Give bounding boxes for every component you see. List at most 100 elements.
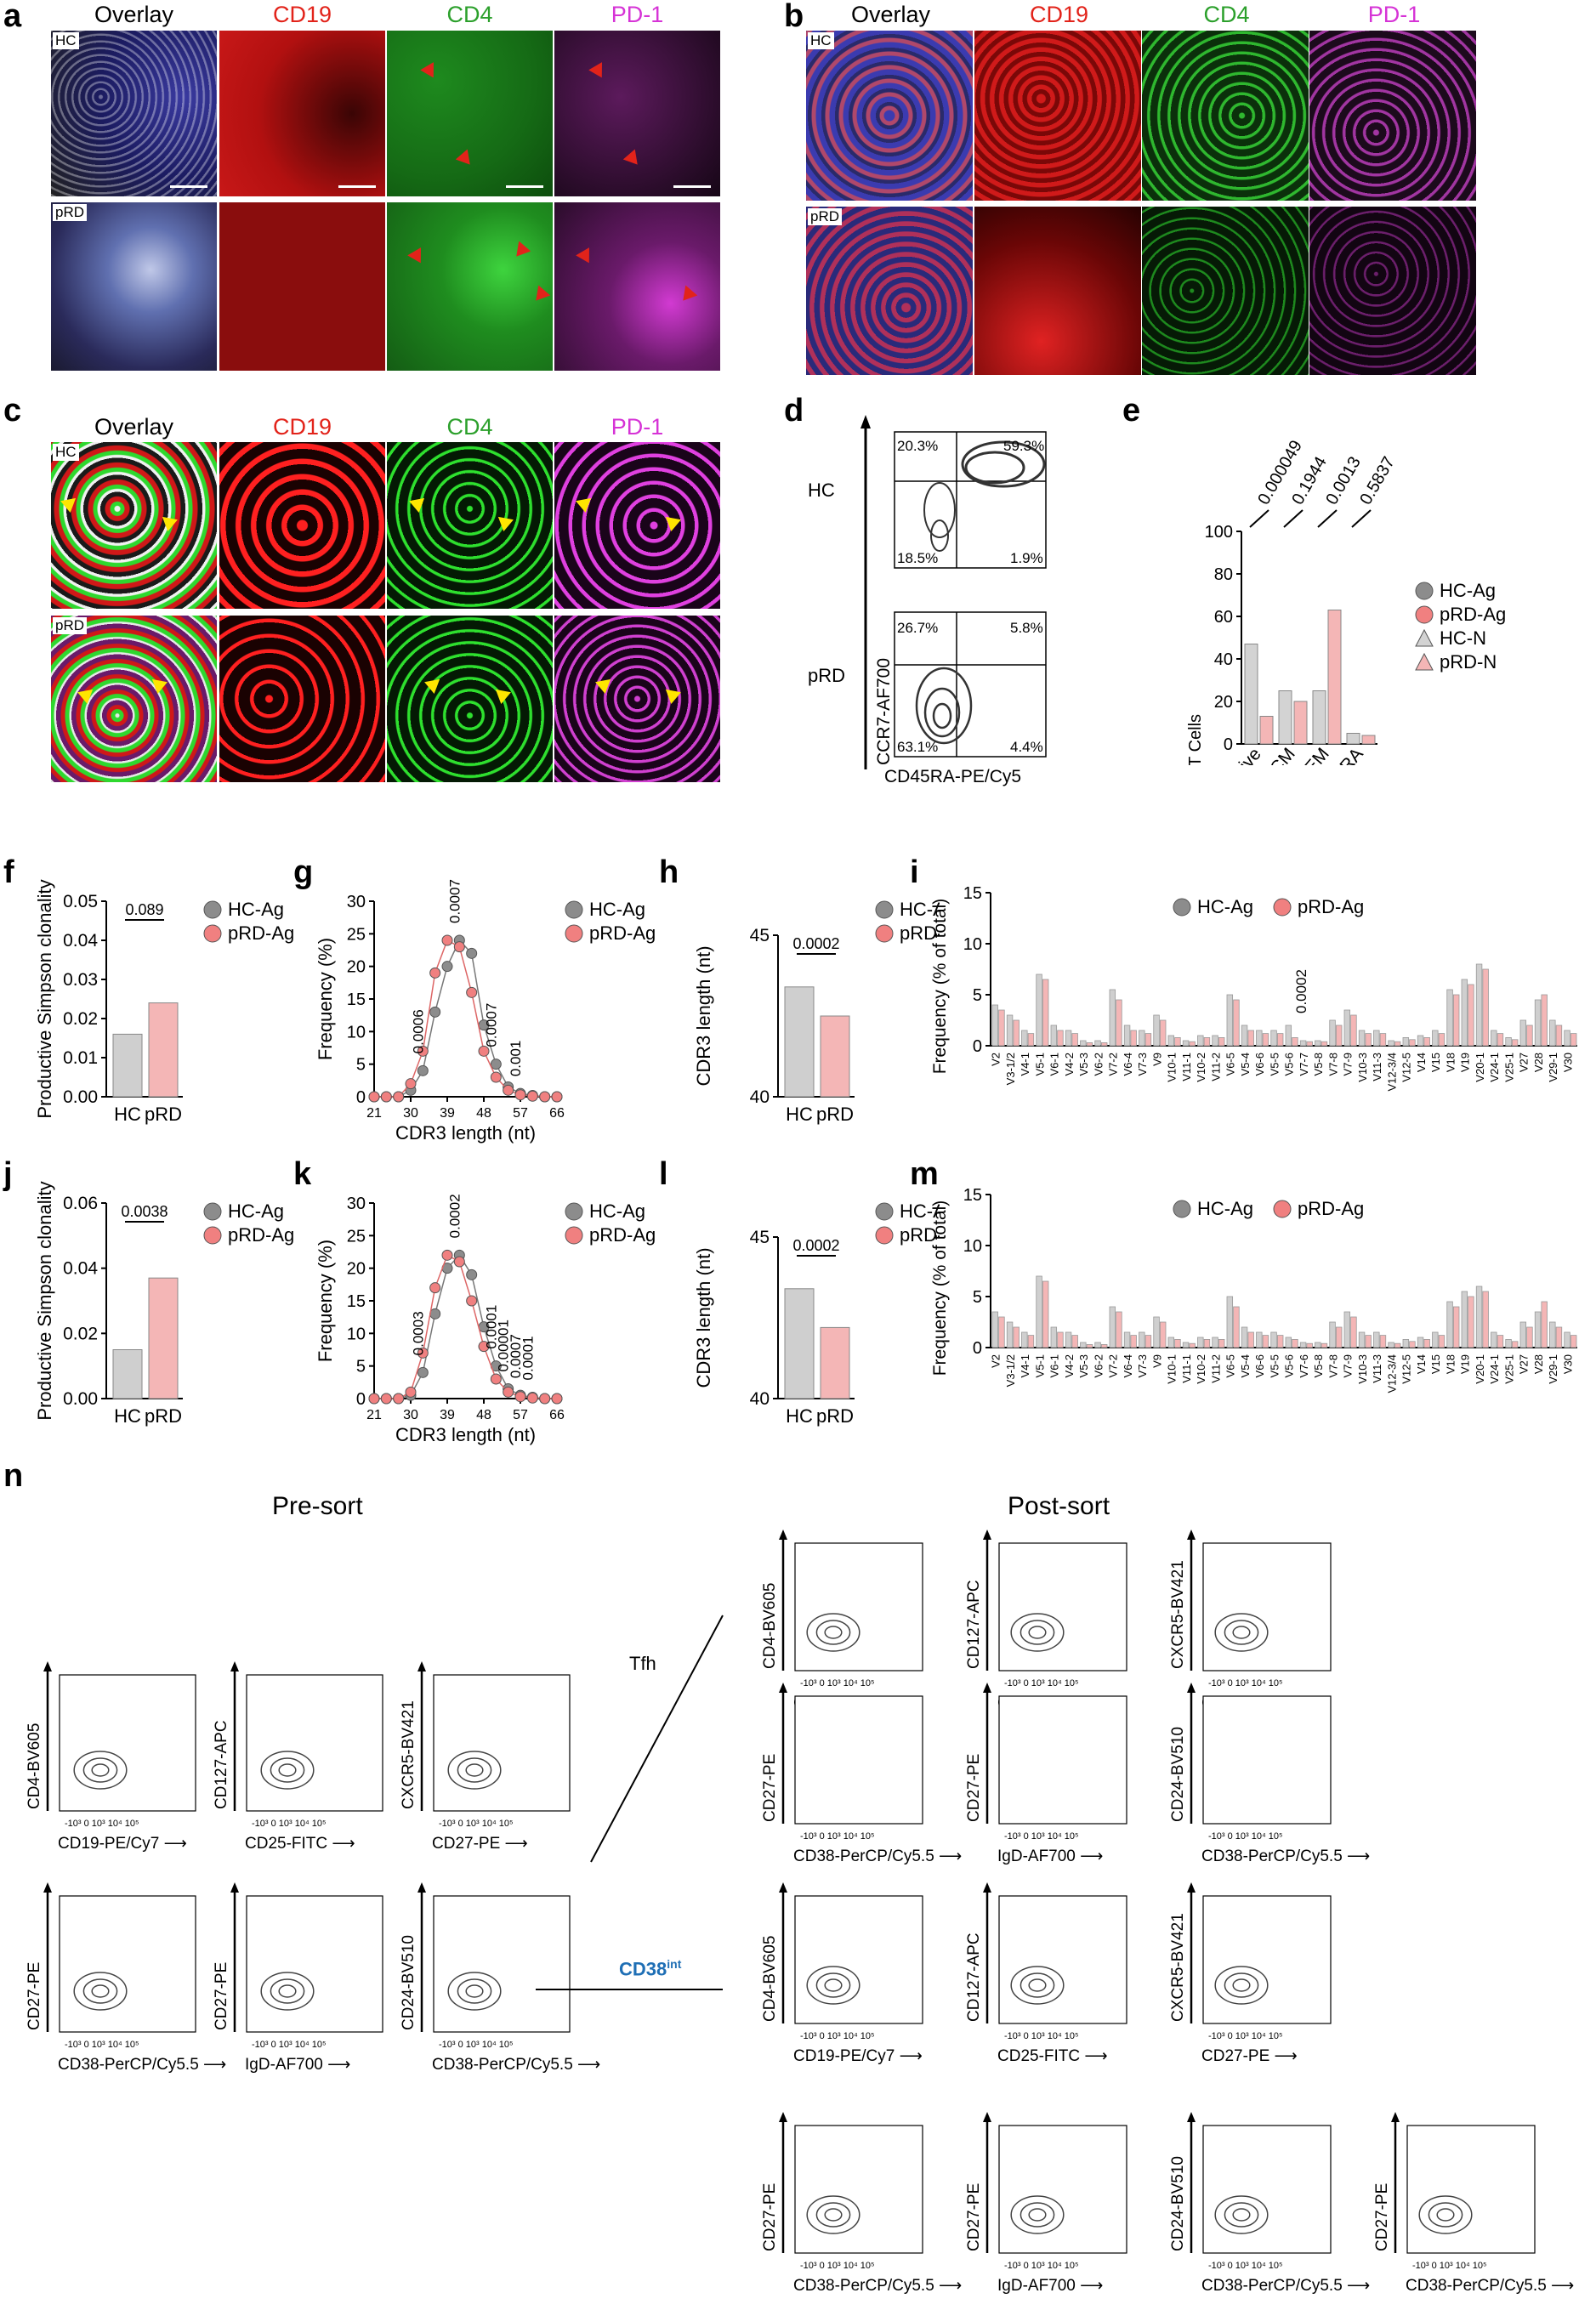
flow-ylabel: CXCR5-BV421 <box>1169 1560 1187 1669</box>
flow-plot <box>1202 1695 1332 1825</box>
flow-plot <box>998 1695 1127 1825</box>
bar-pRD-Ag <box>1306 1342 1313 1348</box>
point-pRD-Ag <box>490 1373 502 1385</box>
point-pRD-Ag <box>368 1091 380 1103</box>
flow-y-arrow-head <box>1187 1530 1196 1540</box>
cd38int-text: CD38 <box>619 1958 667 1980</box>
pvalue: 0.0002 <box>1293 969 1309 1013</box>
bar-pRD-Ag <box>1071 1033 1078 1047</box>
bar-HC-Ag <box>1123 1024 1131 1047</box>
category-label: V6-6 <box>1253 1053 1266 1076</box>
tick-label: 0.04 <box>63 1259 98 1279</box>
bar-pRD-Ag <box>1570 1335 1577 1348</box>
category-label: V5-5 <box>1268 1053 1281 1076</box>
point-pRD-Ag <box>526 1392 538 1404</box>
point-pRD-Ag <box>405 1386 417 1398</box>
category-label: V9 <box>1150 1053 1163 1066</box>
bar-pRD-Ag <box>1497 1335 1504 1348</box>
panel-label-b: b <box>784 0 804 34</box>
flow-plot <box>794 1695 923 1825</box>
category-label: V10-3 <box>1356 1354 1369 1384</box>
tick-label: 0.01 <box>63 1048 98 1068</box>
category-label: HC <box>786 1104 813 1125</box>
d-prd-plot <box>894 611 1047 758</box>
bar-HC-Ag <box>1315 1342 1321 1348</box>
bar-pRD-Ag <box>1350 1316 1357 1348</box>
flow-ylabel: CD27-PE <box>26 1962 43 2030</box>
bar-pRD-Ag <box>1218 1338 1225 1348</box>
bar-HC <box>784 986 815 1098</box>
bar-pRD-Ag <box>1497 1033 1504 1047</box>
panel-n-gating: CD4-BV605 CD19-PE/Cy7 ⟶ -10³ 0 10³ 10⁴ 10⁵… <box>26 1530 1574 2295</box>
flow-contour <box>278 1984 297 1998</box>
bar-HC-Ag <box>1094 1342 1101 1348</box>
bar-pRD-Ag <box>1468 1296 1474 1348</box>
flow-xtick: -10³ 0 10³ 10⁴ 10⁵ <box>252 1819 327 1829</box>
bar-pRD-Ag <box>1203 1338 1211 1348</box>
d-row-prd: pRD <box>808 665 845 686</box>
category-label: V7-7 <box>1298 1053 1310 1076</box>
category-label: V7-9 <box>1342 1354 1355 1377</box>
flow-ylabel: CD24-BV510 <box>1169 2156 1187 2251</box>
flow-ylabel: CD127-APC <box>213 1720 230 1809</box>
legend-label: pRD-Ag <box>589 1224 656 1246</box>
category-label: pRD <box>145 1104 182 1125</box>
flow-xlabel: CD25-FITC ⟶ <box>245 1835 355 1853</box>
bar-pRD-Ag <box>1174 1338 1181 1348</box>
category-label: V30 <box>1561 1053 1574 1072</box>
bar-HC-Ag <box>991 1004 999 1047</box>
bar-HC-Ag <box>1065 1331 1072 1348</box>
micrograph-b-hc-pd1 <box>1309 31 1476 201</box>
micrograph-a-prd-cd4 <box>387 202 553 371</box>
category-label: V3-1/2 <box>1004 1354 1017 1387</box>
bar-HC-Ag <box>1417 1337 1424 1348</box>
legend-marker <box>203 1226 222 1245</box>
flow-contour <box>806 1613 860 1652</box>
bar-pRD-Ag <box>1247 1030 1254 1047</box>
xlabel: CDR3 length (nt) <box>395 1122 536 1144</box>
bar-pRD-Ag <box>1327 610 1342 745</box>
flow-y-arrow-head <box>983 2112 991 2122</box>
legend-label: pRD-Ag <box>228 1224 294 1246</box>
point-HC-Ag <box>466 1269 478 1280</box>
category-label: V12-5 <box>1400 1053 1413 1082</box>
point-HC-Ag <box>490 1059 502 1070</box>
flow-plot <box>1202 2125 1332 2254</box>
d-prd-q4: 4.4% <box>1010 739 1043 755</box>
bar-HC-Ag <box>1197 1337 1204 1348</box>
row-tag-b-prd: pRD <box>808 208 843 225</box>
point-pRD-Ag <box>453 1256 465 1268</box>
panel-label-i: i <box>910 854 919 890</box>
tick-label: 10 <box>347 1325 366 1343</box>
bar-HC-Ag <box>1226 994 1234 1047</box>
bar-HC-Ag <box>1285 1024 1292 1047</box>
flow-xtick: -10³ 0 10³ 10⁴ 10⁵ <box>800 2031 875 2041</box>
bar-pRD-Ag <box>1482 1291 1489 1348</box>
ylabel: Frequency (%) <box>315 938 336 1060</box>
scale-bar <box>506 185 543 188</box>
point-pRD-Ag <box>441 1249 453 1261</box>
legend-marker <box>1415 605 1434 624</box>
tick-label: 15 <box>963 884 982 903</box>
bar-pRD-Ag <box>1144 1335 1152 1348</box>
micrograph-a-hc-cd19 <box>219 31 385 196</box>
micrograph-c-hc-cd19 <box>219 442 385 609</box>
flow-contour <box>1232 1626 1251 1639</box>
point-pRD-Ag <box>478 1341 490 1353</box>
category-label: V6-1 <box>1048 1354 1061 1377</box>
bar-HC-Ag <box>1080 1342 1087 1348</box>
point-HC-Ag <box>441 961 453 973</box>
cd38int-label: CD38int <box>619 1957 681 1980</box>
legend-marker <box>565 1226 583 1245</box>
d-hc-plot <box>894 431 1047 569</box>
tick-label: 60 <box>1214 608 1233 627</box>
flow-contour <box>1428 2202 1463 2228</box>
category-label: V15 <box>1429 1354 1442 1374</box>
tick-label: 21 <box>366 1408 382 1422</box>
category-label: V5-8 <box>1312 1354 1325 1377</box>
pvalue: 0.0007 <box>446 879 463 923</box>
point-HC-Ag <box>417 1366 429 1378</box>
d-hc-q1: 20.3% <box>897 438 938 454</box>
